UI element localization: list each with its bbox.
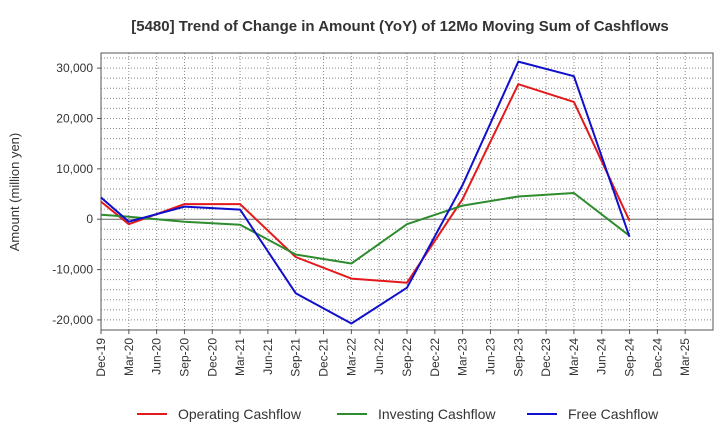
legend-label: Free Cashflow xyxy=(568,406,659,422)
y-tick-label: 20,000 xyxy=(56,111,93,125)
x-tick-label: Sep-21 xyxy=(289,338,303,377)
legend-label: Investing Cashflow xyxy=(378,406,496,422)
x-tick-label: Mar-20 xyxy=(122,338,136,376)
x-tick-label: Dec-23 xyxy=(539,338,553,377)
x-tick-label: Dec-20 xyxy=(205,338,219,377)
x-tick-label: Dec-19 xyxy=(94,338,108,377)
y-tick-label: 30,000 xyxy=(56,61,93,75)
x-tick-label: Jun-24 xyxy=(595,338,609,375)
x-tick-label: Jun-23 xyxy=(483,338,497,375)
x-tick-label: Mar-22 xyxy=(344,338,358,376)
x-tick-label: Mar-24 xyxy=(567,338,581,376)
x-tick-label: Mar-25 xyxy=(678,338,692,376)
x-tick-label: Dec-21 xyxy=(317,338,331,377)
x-tick-label: Dec-24 xyxy=(650,338,664,377)
y-tick-label: 0 xyxy=(86,212,93,226)
series-line-investing-cashflow xyxy=(100,192,631,265)
x-tick-label: Dec-22 xyxy=(428,338,442,377)
chart-title: [5480] Trend of Change in Amount (YoY) o… xyxy=(131,18,669,35)
x-tick-label: Sep-23 xyxy=(511,338,525,377)
x-tick-label: Jun-21 xyxy=(261,338,275,375)
y-tick-label: 10,000 xyxy=(56,162,93,176)
x-tick-label: Sep-24 xyxy=(623,338,637,377)
legend-label: Operating Cashflow xyxy=(178,406,302,422)
x-tick-label: Mar-23 xyxy=(456,338,470,376)
x-tick-label: Mar-21 xyxy=(233,338,247,376)
x-tick-label: Sep-22 xyxy=(400,338,414,377)
x-tick-label: Jun-20 xyxy=(150,338,164,375)
legend: Operating Cashflow Investing Cashflow Free… xyxy=(137,406,659,422)
y-tick-label: -10,000 xyxy=(52,263,93,277)
y-axis-label: Amount (million yen) xyxy=(7,133,22,252)
series-line-free-cashflow xyxy=(100,60,631,325)
x-tick-label: Sep-20 xyxy=(177,338,191,377)
plot-area: -20,000 -10,000 0 10,000 20,000 30,000 Dec-19 M… xyxy=(52,52,714,377)
x-tick-label: Jun-22 xyxy=(372,338,386,375)
y-tick-label: -20,000 xyxy=(52,313,93,327)
